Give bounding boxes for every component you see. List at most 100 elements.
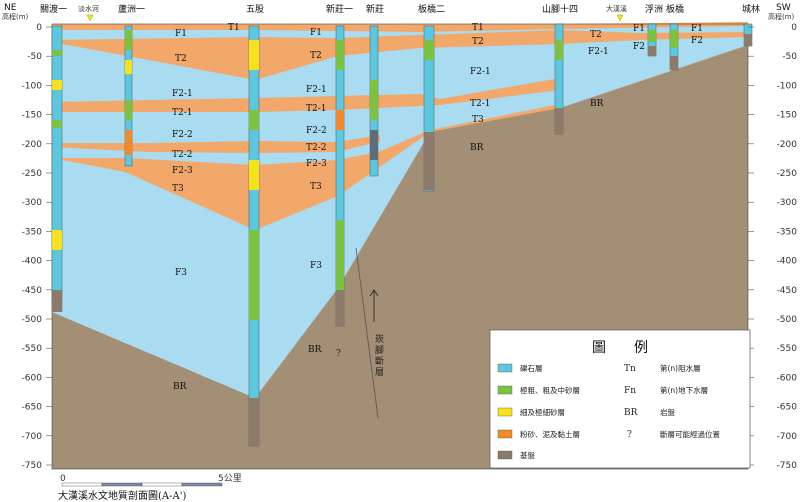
y-tick-label-right: -100 — [777, 81, 798, 91]
y-tick-label-left: -700 — [22, 432, 43, 442]
well-column-xinzhuang-1 — [335, 25, 345, 327]
well-columns — [51, 23, 753, 447]
layer-T2-shape — [52, 30, 748, 80]
label-BR-mid: BR — [308, 345, 322, 355]
label-T2-1-right: T2-1 — [470, 99, 491, 109]
well-column-luzhou — [124, 25, 133, 167]
river-marker-danshui — [86, 14, 94, 22]
y-tick-label-right: -350 — [777, 227, 798, 237]
label-F2-3-left: F2-3 — [172, 166, 193, 176]
y-tick-label-left: -600 — [22, 373, 43, 383]
label-F2-2-mid: F2-2 — [306, 126, 327, 136]
well-label-banqiao-2: 板橋二 — [418, 3, 445, 15]
label-F3-mid: F3 — [310, 261, 322, 271]
y-tick-label-left: 0 — [36, 23, 42, 33]
y-axis-left: 0 -50 -100 -150 -200 -250 -300 -350 -400 -450 -500… — [22, 23, 52, 471]
well-label-luzhou: 蘆洲一 — [118, 3, 145, 15]
label-F1-mid: F1 — [310, 28, 322, 38]
well-label-xinzhuang: 新莊 — [366, 3, 384, 15]
label-T2-2-mid: T2-2 — [306, 143, 327, 153]
side-right-unit: 高程(m) — [768, 12, 795, 21]
label-T1: T1 — [228, 23, 240, 33]
well-label-wugu: 五股 — [246, 4, 264, 15]
label-BR-right-a: BR — [470, 143, 484, 153]
y-tick-label-left: -400 — [22, 257, 43, 267]
y-tick-label-right: -600 — [777, 373, 798, 383]
well-column-banqiao — [669, 23, 679, 71]
well-label-banqiao: 板橋 — [666, 3, 684, 15]
y-tick-label-right: -400 — [777, 257, 798, 267]
legend: 圖 例 礫石層 極粗、粗及中砂層 細及極細砂層 粉砂、泥及黏土層 基盤 Tn 第… — [489, 329, 751, 469]
fault-name: 崁腳斷層 — [373, 334, 384, 378]
legend-swatch-coarse-sand — [497, 385, 513, 395]
river-marker-dahan — [616, 14, 624, 22]
legend-meaning-tn: 第(n)阻水層 — [660, 363, 701, 373]
well-column-shanjiao-14 — [554, 23, 564, 135]
label-T2-left: T2 — [175, 54, 187, 64]
river-label-danshui: 淡水河 — [78, 4, 99, 13]
label-T2-1-mid: T2-1 — [306, 104, 327, 114]
legend-meaning-br: 岩盤 — [660, 407, 675, 417]
y-tick-label-left: -350 — [22, 227, 43, 237]
fault-line — [355, 247, 379, 419]
layer-T2-2-shape — [52, 135, 380, 153]
legend-title: 圖 例 — [592, 340, 648, 356]
side-left-unit: 高程(m) — [2, 12, 29, 21]
y-axis-right: 0 -50 -100 -150 -200 -250 -300 -350 -400 -450 -500… — [748, 23, 797, 471]
y-tick-label-left: -150 — [22, 111, 43, 121]
legend-meaning-fault: 斷層可能經過位置 — [660, 429, 720, 439]
well-column-banqiao-2 — [423, 25, 435, 192]
well-column-xinzhuang — [369, 25, 379, 177]
legend-swatch-gravel — [497, 363, 513, 373]
y-tick-label-right: 0 — [791, 23, 797, 33]
top-labels: NE 高程(m) SW 高程(m) 關渡一 蘆洲一 五股 新莊一 新莊 板橋二 … — [2, 3, 795, 22]
y-tick-label-right: -550 — [777, 344, 798, 354]
legend-swatch-fine-sand — [497, 407, 513, 417]
river-label-dahan: 大漢溪 — [606, 4, 627, 13]
legend-swatch-silt-clay — [497, 429, 513, 439]
label-F2-1-right: F2-1 — [470, 67, 491, 77]
fault-annotation: ? 崁腳斷層 — [336, 247, 384, 419]
y-tick-label-right: -500 — [777, 315, 798, 325]
y-tick-label-left: -750 — [22, 461, 43, 471]
y-tick-label-right: -150 — [777, 111, 798, 121]
y-tick-label-right: -750 — [777, 461, 798, 471]
scale-bar: 0 5公里 — [60, 473, 242, 487]
y-tick-label-left: -200 — [22, 140, 43, 150]
label-F3-left: F3 — [175, 268, 187, 278]
label-T3-left: T3 — [172, 184, 184, 194]
y-tick-label-left: -500 — [22, 315, 43, 325]
label-F2-right-a: F2 — [633, 42, 645, 52]
label-T3-right: T3 — [472, 115, 484, 125]
y-tick-label-left: -250 — [22, 169, 43, 179]
y-tick-label-left: -550 — [22, 344, 43, 354]
fault-arrow — [369, 289, 379, 322]
legend-code-fn: Fn — [624, 386, 636, 396]
label-T2-2-left: T2-2 — [172, 150, 193, 160]
fault-question-mark: ? — [336, 349, 341, 359]
legend-code-br: BR — [624, 408, 638, 418]
legend-label-gravel: 礫石層 — [520, 363, 543, 373]
legend-code-tn: Tn — [624, 364, 636, 374]
y-tick-label-right: -200 — [777, 140, 798, 150]
well-column-wugu — [248, 25, 260, 447]
label-BR-left: BR — [173, 382, 187, 392]
well-label-shanjiao-14: 山腳十四 — [542, 3, 578, 15]
legend-label-silt-clay: 粉砂、泥及黏土層 — [520, 429, 580, 439]
legend-label-coarse-sand: 極粗、粗及中砂層 — [520, 385, 580, 395]
y-tick-label-right: -250 — [777, 169, 798, 179]
well-label-chenglin: 城林 — [742, 3, 760, 15]
scale-start: 0 — [60, 474, 66, 484]
label-T2-mid: T2 — [310, 51, 322, 61]
diagram-title: 大漢溪水文地質剖面圖(A-A') — [58, 489, 186, 502]
label-F1-right-a: F1 — [633, 24, 645, 34]
y-tick-label-right: -450 — [777, 286, 798, 296]
legend-label-basement: 基盤 — [520, 450, 535, 460]
layer-labels: T1 F1 F1 T2 T2 F2-1 F2-1 F2-1 T2-1 T2-1 … — [172, 23, 703, 392]
label-F2-right-b: F2 — [691, 36, 703, 46]
label-F2-1-far-right: F2-1 — [588, 47, 609, 57]
y-tick-label-left: -650 — [22, 403, 43, 413]
y-tick-label-left: -50 — [27, 52, 42, 62]
label-T1-right: T1 — [472, 23, 484, 33]
well-column-guandu — [51, 25, 63, 312]
